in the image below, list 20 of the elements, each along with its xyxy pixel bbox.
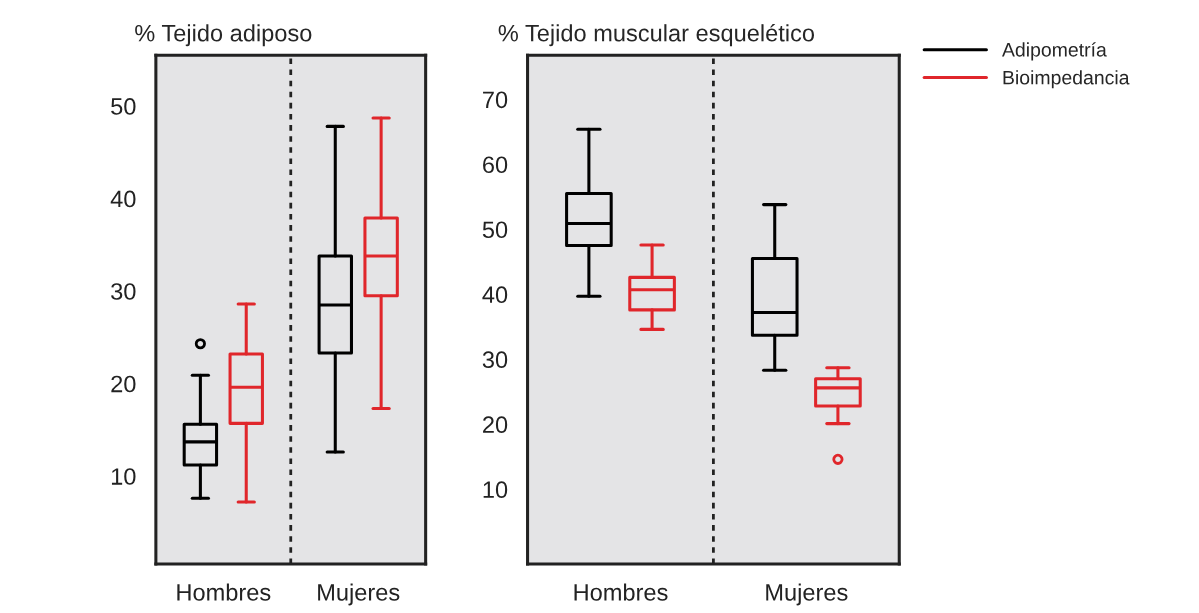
y-tick-label: 40 xyxy=(482,286,508,304)
chart-title: % Tejido muscular esquelético xyxy=(498,23,815,47)
x-tick-label: Hombres xyxy=(574,583,668,601)
x-tick-label: Mujeres xyxy=(766,583,848,606)
y-tick-label: 30 xyxy=(111,283,136,300)
y-tick-label: 50 xyxy=(482,221,508,239)
x-tick-label: Mujeres xyxy=(318,583,400,606)
y-tick-label: 10 xyxy=(483,481,508,499)
y-tick-label: 20 xyxy=(111,375,136,393)
y-tick-label: 40 xyxy=(110,190,136,208)
legend-label: Adipometría xyxy=(1002,42,1107,61)
legend-label: Bioimpedancia xyxy=(1003,70,1130,89)
y-tick-label: 20 xyxy=(483,416,508,434)
y-tick-label: 50 xyxy=(111,98,136,115)
y-tick-label: 10 xyxy=(111,468,136,485)
x-tick-label: Hombres xyxy=(177,583,271,601)
y-tick-label: 70 xyxy=(483,91,508,109)
y-tick-label: 30 xyxy=(482,351,508,369)
chart-title: % Tejido adiposo xyxy=(135,24,312,47)
y-tick-label: 60 xyxy=(483,156,508,174)
